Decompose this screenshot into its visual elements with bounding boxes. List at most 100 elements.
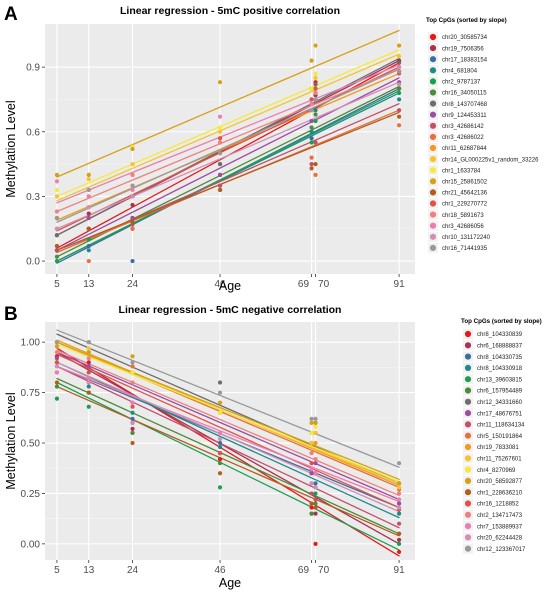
data-point-chr2_134717473 [130,380,135,385]
data-point-chr4_8270969 [217,410,223,415]
data-point-chr6_168888837 [396,537,402,542]
data-point-chr6_157954489 [217,461,223,466]
legend-swatch [464,545,472,552]
legend-label: chr9_124453311 [442,113,487,119]
plot-background [45,24,415,274]
data-point-chr20_58592877 [217,400,223,405]
legend-label: chr8_104330918 [477,366,523,372]
data-point-chr21_45642136 [313,161,318,167]
data-point-chr3_42686056 [309,101,314,106]
data-point-chr15_25861502 [86,172,91,177]
x-axis-title: Age [219,279,241,293]
legend-label: chr8_143707468 [442,102,488,108]
data-point-chr1_228636210 [313,505,318,510]
data-point-chr6_157954489 [309,511,314,516]
regression-line-chr20_62244428 [56,361,400,513]
data-point-chr2_134717473 [396,491,402,496]
legend-label: chr5_150191864 [477,434,523,440]
regression-line-chr14_GL000225v1_random_33226 [56,53,400,202]
legend-item: chr10_131172240 [428,231,491,242]
y-tick-label: 0.0 [26,257,40,268]
legend-swatch [429,244,437,251]
data-point-chr13_39603815 [396,541,402,546]
legend-item: chr1_1633784 [428,165,481,176]
data-point-chr6_157954489 [130,430,135,436]
regression-line-chr1_228636210 [56,385,400,537]
data-point-chr12_123367017 [396,461,402,466]
data-point-chr21_45642136 [217,187,223,193]
legend-label: chr11_62687844 [442,146,487,152]
data-point-chr10_131172240 [54,226,60,231]
regression-line-chr15_25861502 [56,29,400,178]
legend-item: chr20_30585734 [428,32,488,42]
legend-item: chr3_42686022 [428,131,484,142]
data-point-chr1_229270772 [313,86,318,91]
legend-item: chr4_681804 [428,65,478,76]
legend-item: chr11_118634134 [463,419,525,430]
legend-item: chr7_153889937 [463,521,523,532]
data-point-chr8_104330839 [396,549,402,555]
legend-label: chr17_18383154 [442,57,488,63]
legend-label: chr16_71441935 [442,246,488,252]
regression-line-chr1_1633784 [56,49,400,198]
data-point-chr16_1218852 [130,404,135,409]
legend-swatch [429,100,437,107]
data-point-chr2_9787137 [309,140,314,145]
data-point-chr16_1218852 [86,370,91,375]
legend-swatch [429,133,437,140]
legend-swatch [464,398,472,405]
data-point-chr8_104330839 [86,360,91,365]
regression-line-chr20_58592877 [56,341,400,480]
data-point-chr1_228636210 [130,440,135,446]
data-point-chr16_1218852 [309,461,314,466]
regression-line-chr16_1218852 [56,353,400,509]
data-point-chr11_75267601 [396,485,402,490]
data-point-chr20_58592877 [54,344,60,349]
data-point-chr3_42686022 [309,155,314,160]
data-point-chr18_5891673 [54,209,60,214]
data-point-chr16_34050115 [313,112,318,117]
legend-item: chr9_124453311 [428,109,487,120]
legend-swatch [464,477,472,484]
legend-title: Top CpGs (sorted by slope) [426,17,507,24]
data-point-chr2_134717473 [86,356,91,361]
legend-label: chr21_45642136 [442,191,488,197]
legend-item: chr6_157954489 [463,385,523,396]
legend-label: chr2_9787137 [442,80,481,86]
legend-swatch [429,56,437,63]
legend: Top CpGs (sorted by slope) chr20_30585734… [426,17,539,253]
data-point-chr4_681804 [313,108,318,113]
legend-item: chr2_9787137 [428,76,481,87]
legend-item: chr4_8270969 [463,464,516,475]
data-point-chr3_42686142 [313,140,318,145]
data-point-chr17_48676751 [54,356,60,361]
data-point-chr8_104330735 [217,440,223,446]
data-point-chr16_1218852 [217,451,223,456]
legend-swatch [429,233,437,240]
data-point-chr12_123367017 [313,416,318,421]
data-point-chr14_GL000225v1_random_33226 [313,75,318,80]
legend-label: chr13_39603815 [477,377,523,383]
legend-label: chr6_168888837 [477,344,523,350]
data-point-chr4_8270969 [309,430,314,436]
legend-swatch [429,89,437,96]
panel-b: B Linear regression - 5mC negative correl… [4,304,542,590]
data-point-chr3_42686056 [217,114,223,119]
legend-label: chr20_62244428 [477,536,523,542]
legend-item: chr18_5891673 [428,209,484,220]
data-point-chr4_681804 [86,248,91,253]
data-point-chr10_131172240 [130,194,135,199]
data-point-chr20_62244428 [313,485,318,490]
data-point-chr18_5891673 [217,140,223,145]
data-point-chr3_42686022 [396,123,402,128]
data-point-chr11_75267601 [313,430,318,436]
data-point-chr16_71441935 [54,215,60,221]
legend-item: chr17_48676751 [463,408,523,419]
legend-label: chr3_42686056 [442,224,484,230]
data-points [54,43,402,264]
x-axis-title: Age [219,576,241,590]
data-point-chr15_25861502 [309,58,314,63]
data-point-chr14_GL000225v1_random_33226 [396,54,402,59]
data-point-chr6_157954489 [313,501,318,506]
